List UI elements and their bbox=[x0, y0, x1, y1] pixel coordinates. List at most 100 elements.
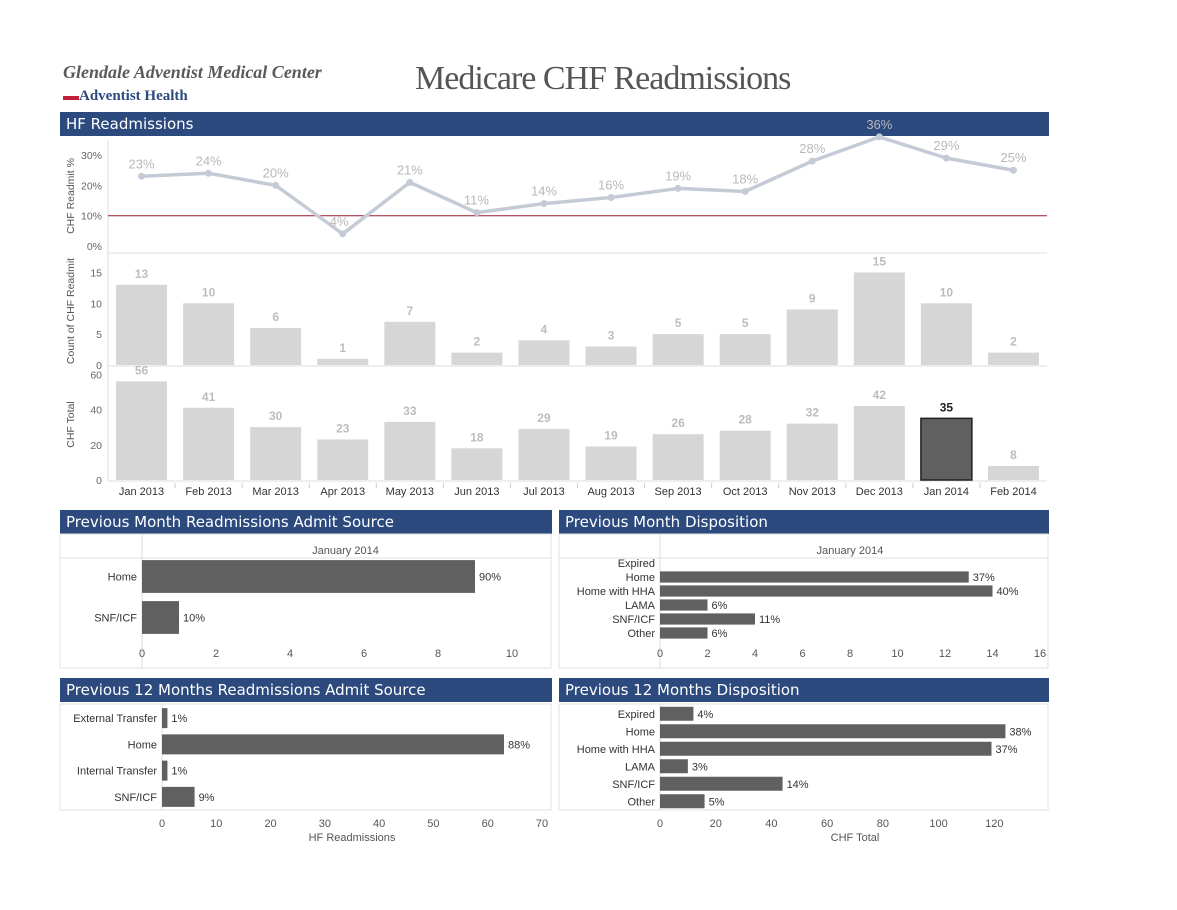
category-label: Other bbox=[627, 628, 655, 640]
y-tick-label: 5 bbox=[96, 329, 102, 341]
readmit-count-bar bbox=[518, 340, 570, 365]
category-label: LAMA bbox=[625, 600, 656, 612]
chf-total-data-label: 30 bbox=[269, 409, 283, 423]
readmit-count-bar bbox=[920, 303, 972, 365]
chf-total-bar bbox=[920, 417, 973, 481]
chf-total-bar bbox=[183, 407, 235, 480]
readmit-count-data-label: 7 bbox=[406, 304, 413, 318]
readmit-pct-data-label: 29% bbox=[933, 138, 959, 153]
y-axis-title: CHF Readmit % bbox=[65, 158, 77, 234]
readmit-pct-data-label: 25% bbox=[1000, 150, 1026, 165]
hbar bbox=[142, 560, 475, 593]
panel-frame bbox=[558, 533, 1049, 669]
chf-total-data-label: 35 bbox=[940, 400, 954, 414]
x-tick-label: 40 bbox=[765, 818, 777, 830]
x-axis-title: CHF Total bbox=[831, 832, 880, 844]
y-tick-label: 60 bbox=[90, 369, 102, 381]
hbar bbox=[660, 759, 688, 774]
page-title: Medicare CHF Readmissions bbox=[415, 60, 791, 97]
org-name: Glendale Adventist Medical Center bbox=[63, 62, 322, 82]
readmit-pct-point bbox=[942, 154, 950, 162]
readmit-pct-data-label: 28% bbox=[799, 141, 825, 156]
category-label: SNF/ICF bbox=[114, 792, 157, 804]
category-label: SNF/ICF bbox=[94, 613, 137, 625]
readmit-pct-data-label: 16% bbox=[598, 178, 624, 193]
readmit-pct-point bbox=[272, 181, 280, 189]
readmit-pct-data-label: 23% bbox=[129, 156, 155, 171]
y-tick-label: 10% bbox=[81, 211, 102, 223]
x-category-label: Aug 2013 bbox=[587, 486, 634, 498]
x-tick-label: 4 bbox=[752, 648, 758, 660]
section-header-prev-12-disposition: Previous 12 Months Disposition bbox=[559, 678, 1049, 702]
chf-total-bar bbox=[384, 421, 436, 480]
logo-mark-icon bbox=[63, 96, 79, 100]
chf-total-bar bbox=[317, 439, 369, 480]
chf-total-bar bbox=[585, 446, 637, 480]
x-tick-label: 6 bbox=[361, 648, 367, 660]
x-category-label: Nov 2013 bbox=[789, 486, 836, 498]
x-tick-label: 20 bbox=[710, 818, 722, 830]
readmit-count-data-label: 2 bbox=[474, 335, 481, 349]
hbar-data-label: 37% bbox=[973, 572, 995, 584]
hbar bbox=[660, 599, 708, 611]
chf-total-bar bbox=[518, 428, 570, 480]
readmit-pct-series-line bbox=[141, 135, 1014, 236]
panel-frame bbox=[59, 703, 552, 811]
readmit-pct-point bbox=[540, 200, 548, 208]
hbar-data-label: 6% bbox=[712, 600, 728, 612]
chf-total-data-label: 8 bbox=[1010, 448, 1017, 462]
x-category-label: Oct 2013 bbox=[723, 486, 768, 498]
x-tick-label: 8 bbox=[435, 648, 441, 660]
x-tick-label: 0 bbox=[657, 648, 663, 660]
hbar-data-label: 11% bbox=[759, 614, 780, 626]
readmit-pct-point bbox=[339, 230, 347, 238]
readmit-pct-data-label: 18% bbox=[732, 171, 758, 186]
x-tick-label: 70 bbox=[536, 818, 548, 830]
x-category-label: Feb 2014 bbox=[990, 486, 1036, 498]
x-category-label: Jan 2013 bbox=[119, 486, 164, 498]
category-label: Home bbox=[108, 572, 137, 584]
chf-total-data-label: 26 bbox=[671, 416, 685, 430]
readmit-count-bar bbox=[317, 358, 369, 365]
y-tick-label: 0 bbox=[96, 475, 102, 487]
hbar bbox=[660, 776, 783, 791]
readmit-count-data-label: 5 bbox=[675, 316, 682, 330]
column-header: January 2014 bbox=[312, 545, 379, 557]
hbar bbox=[142, 601, 179, 634]
chf-total-bar bbox=[786, 423, 838, 480]
hbar-data-label: 3% bbox=[692, 761, 708, 773]
hbar-data-label: 88% bbox=[508, 739, 530, 751]
readmit-count-data-label: 10 bbox=[940, 285, 954, 299]
hbar-data-label: 37% bbox=[996, 744, 1018, 756]
readmit-pct-point bbox=[1009, 166, 1017, 174]
hbar-data-label: 40% bbox=[997, 586, 1019, 598]
x-category-label: Jan 2014 bbox=[924, 486, 969, 498]
x-tick-label: 0 bbox=[139, 648, 145, 660]
readmit-count-data-label: 9 bbox=[809, 291, 816, 305]
x-tick-label: 4 bbox=[287, 648, 293, 660]
y-axis-title: CHF Total bbox=[65, 401, 77, 448]
readmit-pct-data-label: 24% bbox=[196, 153, 222, 168]
readmit-count-data-label: 4 bbox=[541, 322, 548, 336]
readmit-pct-data-label: 11% bbox=[464, 193, 489, 208]
readmit-count-data-label: 15 bbox=[873, 254, 887, 268]
readmit-pct-data-label: 36% bbox=[866, 117, 892, 132]
x-tick-label: 8 bbox=[847, 648, 853, 660]
x-tick-label: 10 bbox=[210, 818, 222, 830]
hbar bbox=[660, 794, 705, 809]
readmit-count-data-label: 2 bbox=[1010, 335, 1017, 349]
readmit-count-bar bbox=[451, 352, 503, 365]
readmit-count-data-label: 6 bbox=[272, 310, 279, 324]
hbar bbox=[660, 613, 755, 625]
readmit-pct-point bbox=[138, 172, 146, 180]
category-label: SNF/ICF bbox=[612, 779, 655, 791]
org-sub-name: Adventist Health bbox=[79, 88, 188, 104]
readmit-count-bar bbox=[116, 284, 168, 365]
category-label: Home with HHA bbox=[577, 586, 656, 598]
y-tick-label: 20% bbox=[81, 180, 102, 192]
section-header-prev-month-disposition: Previous Month Disposition bbox=[559, 510, 1049, 534]
x-tick-label: 60 bbox=[821, 818, 833, 830]
category-label: SNF/ICF bbox=[612, 614, 655, 626]
readmit-pct-point bbox=[406, 178, 414, 186]
x-axis-title: HF Readmissions bbox=[309, 832, 396, 844]
